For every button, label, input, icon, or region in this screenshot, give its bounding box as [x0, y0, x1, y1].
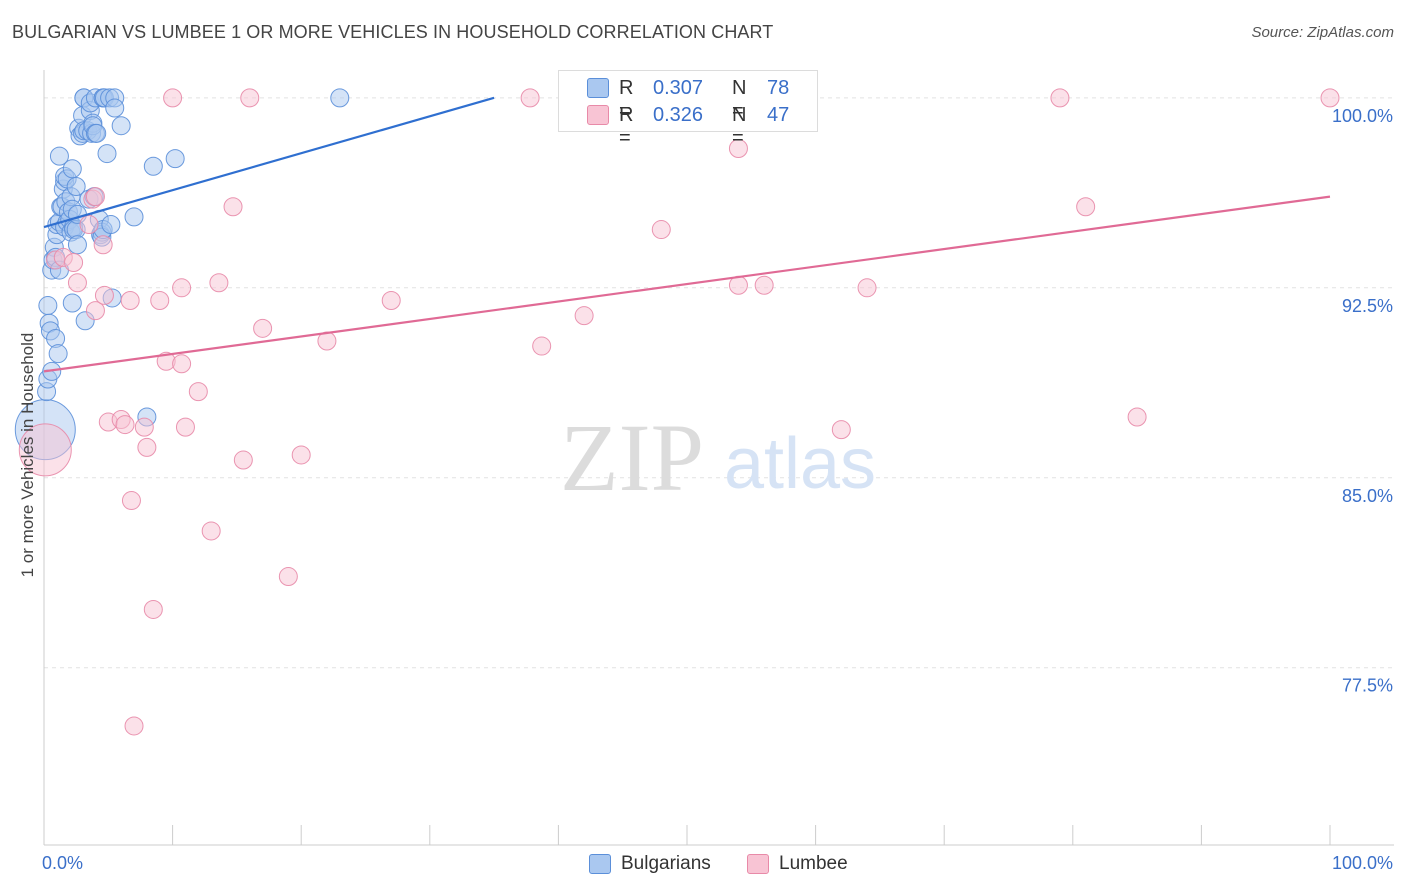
legend-n-value: 47 — [767, 104, 790, 126]
y-tick-label: 77.5% — [1342, 676, 1393, 696]
lumbee-point — [163, 88, 183, 108]
watermark: ZIP atlas — [560, 404, 876, 511]
lumbee-point — [728, 139, 748, 159]
legend-n-label: N = — [732, 104, 747, 149]
lumbee-point — [93, 235, 113, 255]
bulgarian-point — [101, 214, 121, 234]
lumbee-point — [278, 567, 298, 587]
lumbee-point — [233, 450, 253, 470]
lumbee-point — [67, 273, 87, 293]
lumbee-point — [1127, 407, 1147, 427]
lumbee-point — [520, 88, 540, 108]
y-tick-label: 92.5% — [1342, 296, 1393, 316]
lumbee-point — [137, 437, 157, 457]
bulgarian-point — [165, 149, 185, 169]
lumbee-point — [831, 420, 851, 440]
lumbee-point — [18, 423, 72, 477]
bulgarian-point — [67, 235, 87, 255]
gridlines — [44, 97, 1394, 669]
bulgarian-point — [62, 293, 82, 313]
lumbee-point — [124, 716, 144, 736]
legend-swatch-pink — [587, 105, 609, 125]
lumbee-point — [115, 415, 135, 435]
bulgarian-point — [48, 344, 68, 364]
lumbee-point — [291, 445, 311, 465]
bulgarian-trend-line — [43, 96, 495, 229]
y-axis-label: 1 or more Vehicles in Household — [18, 332, 37, 578]
lumbee-point — [1320, 88, 1340, 108]
lumbee-point — [209, 273, 229, 293]
lumbee-point — [223, 197, 243, 217]
chart-title: BULGARIAN VS LUMBEE 1 OR MORE VEHICLES I… — [12, 22, 774, 42]
bulgarian-point — [49, 146, 69, 166]
bottom-legend-label: Lumbee — [779, 853, 848, 874]
bulgarian-point — [97, 144, 117, 164]
watermark-atlas: atlas — [724, 424, 876, 504]
x-tick-label: 100.0% — [1332, 853, 1393, 873]
legend-r-value: 0.307 — [653, 77, 704, 99]
lumbee-point — [240, 88, 260, 108]
bottom-legend-swatch-pink — [747, 854, 769, 874]
bulgarian-point — [87, 123, 107, 143]
legend-swatch-blue — [587, 78, 609, 98]
legend-n-value: 78 — [767, 77, 790, 99]
bulgarian-point — [111, 116, 131, 136]
lumbee-point — [120, 290, 140, 310]
lumbee-point — [121, 491, 141, 511]
lumbee-point — [175, 417, 195, 437]
trend-lines — [43, 96, 1331, 373]
lumbee-point — [134, 417, 154, 437]
legend-r-label: R = — [619, 77, 634, 122]
lumbee-point — [1076, 197, 1096, 217]
lumbee-point — [651, 220, 671, 240]
lumbee-point — [172, 354, 192, 374]
tick-labels: 100.0% 92.5% 85.0% 77.5% 0.0% 100.0% — [42, 106, 1393, 873]
lumbee-point — [532, 336, 552, 356]
lumbee-point — [64, 252, 84, 272]
lumbee-point — [85, 301, 105, 321]
lumbee-point — [857, 278, 877, 298]
bulgarian-point — [124, 207, 144, 227]
watermark-zip: ZIP — [560, 404, 704, 511]
lumbee-point — [150, 290, 170, 310]
bulgarian-point — [62, 159, 82, 179]
lumbee-point — [79, 214, 99, 234]
lumbee-point — [172, 278, 192, 298]
x-tick-label: 0.0% — [42, 853, 83, 873]
lumbee-point — [381, 290, 401, 310]
lumbee-point — [253, 318, 273, 338]
lumbee-point — [201, 521, 221, 541]
y-tick-label: 85.0% — [1342, 486, 1393, 506]
lumbee-point — [1050, 88, 1070, 108]
bulgarian-point — [38, 296, 58, 316]
bulgarian-point — [66, 177, 86, 197]
lumbee-point — [188, 382, 208, 402]
legend-r-value: 0.326 — [653, 104, 704, 126]
correlation-legend: R = 0.307 N = 78 R = 0.326 N = 47 — [558, 70, 818, 149]
source-label: Source: ZipAtlas.com — [1251, 24, 1394, 41]
legend-r-label: R = — [619, 104, 634, 149]
lumbee-point — [143, 599, 163, 619]
bottom-legend-swatch-blue — [589, 854, 611, 874]
lumbee-point — [94, 285, 114, 305]
lumbee-point — [574, 306, 594, 326]
lumbee-point — [85, 187, 105, 207]
lumbee-trend-line — [43, 195, 1331, 373]
bulgarian-point — [143, 156, 163, 176]
bulgarian-point — [105, 98, 125, 118]
bottom-legend-label: Bulgarians — [621, 853, 711, 874]
lumbee-point — [754, 275, 774, 295]
bulgarian-point — [330, 88, 350, 108]
legend-n-label: N = — [732, 77, 747, 122]
y-tick-label: 100.0% — [1332, 106, 1393, 126]
